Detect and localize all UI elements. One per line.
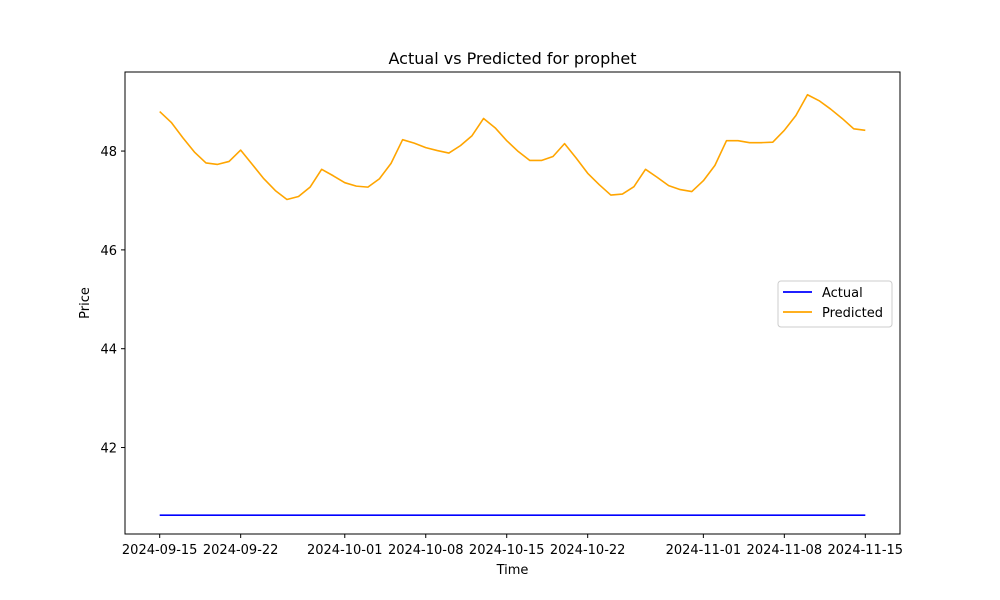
series-line-predicted	[159, 93, 866, 201]
x-tick-label: 2024-09-22	[203, 543, 279, 558]
legend-label-actual: Actual	[822, 286, 863, 301]
x-tick-label: 2024-10-08	[388, 543, 464, 558]
y-tick-label: 44	[100, 343, 117, 358]
plot-frame	[124, 71, 901, 535]
x-tick-label: 2024-11-01	[666, 543, 742, 558]
y-tick-label: 48	[100, 145, 117, 160]
x-axis: 2024-09-15 2024-09-22 2024-10-01 2024-10-08…	[122, 534, 903, 558]
y-tick-label: 42	[100, 442, 117, 457]
x-tick-label: 2024-10-01	[307, 543, 383, 558]
x-axis-label: Time	[496, 563, 529, 578]
y-axis: 42 44 46 48	[100, 145, 125, 457]
x-tick-label: 2024-09-15	[122, 543, 198, 558]
y-axis-label: Price	[78, 287, 93, 319]
x-tick-label: 2024-10-15	[469, 543, 545, 558]
series-layer	[159, 93, 866, 517]
x-tick-label: 2024-11-15	[828, 543, 904, 558]
legend: Actual Predicted	[777, 280, 893, 328]
plot-area	[124, 71, 901, 535]
y-tick-label: 46	[100, 244, 117, 259]
x-tick-label: 2024-11-08	[747, 543, 823, 558]
legend-label-predicted: Predicted	[822, 306, 883, 321]
x-tick-label: 2024-10-22	[550, 543, 626, 558]
chart-title: Actual vs Predicted for prophet	[389, 49, 637, 68]
